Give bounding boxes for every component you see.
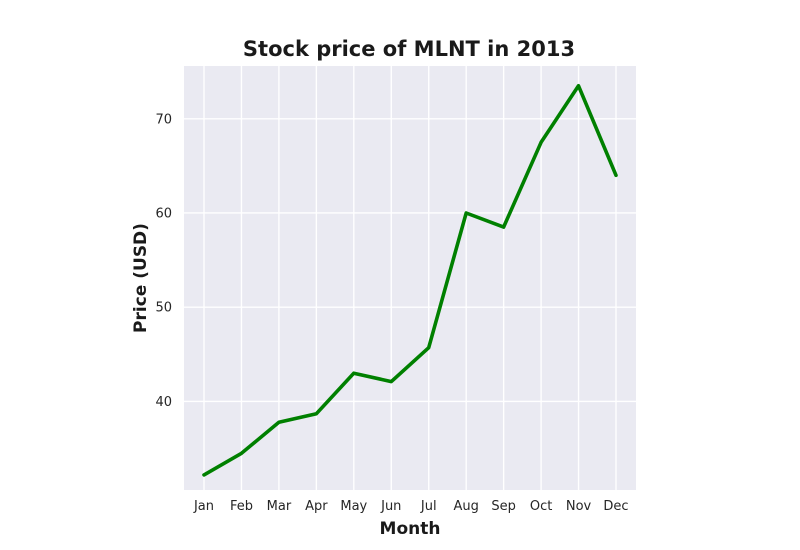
tick-labels: Jan Feb Mar Apr May Jun Jul Aug Sep Oct Nov Dec 40 50… bbox=[155, 112, 628, 514]
x-tick-label: Aug bbox=[453, 499, 478, 514]
x-tick-label: Jun bbox=[380, 499, 401, 514]
y-axis-label: Price (USD) bbox=[131, 223, 151, 333]
series-line bbox=[202, 84, 618, 477]
y-tick-label: 50 bbox=[155, 301, 172, 316]
series-layer bbox=[202, 84, 618, 477]
x-tick-label: Dec bbox=[603, 499, 628, 514]
y-tick-label: 40 bbox=[155, 395, 172, 410]
x-tick-label: Nov bbox=[566, 499, 592, 514]
x-tick-label: Mar bbox=[267, 499, 292, 514]
y-tick-label: 70 bbox=[155, 112, 172, 127]
grid-lines bbox=[184, 66, 636, 490]
x-tick-label: Oct bbox=[530, 499, 552, 514]
x-tick-label: Sep bbox=[491, 499, 516, 514]
y-tick-label: 60 bbox=[155, 206, 172, 221]
x-tick-label: Jul bbox=[420, 499, 437, 514]
x-tick-label: Jan bbox=[193, 499, 214, 514]
x-axis-label: Month bbox=[380, 519, 441, 539]
plot-area bbox=[184, 66, 636, 490]
x-tick-label: Feb bbox=[230, 499, 253, 514]
chart-title: Stock price of MLNT in 2013 bbox=[243, 37, 575, 61]
x-tick-label: Apr bbox=[305, 499, 328, 514]
x-tick-label: May bbox=[340, 499, 367, 514]
